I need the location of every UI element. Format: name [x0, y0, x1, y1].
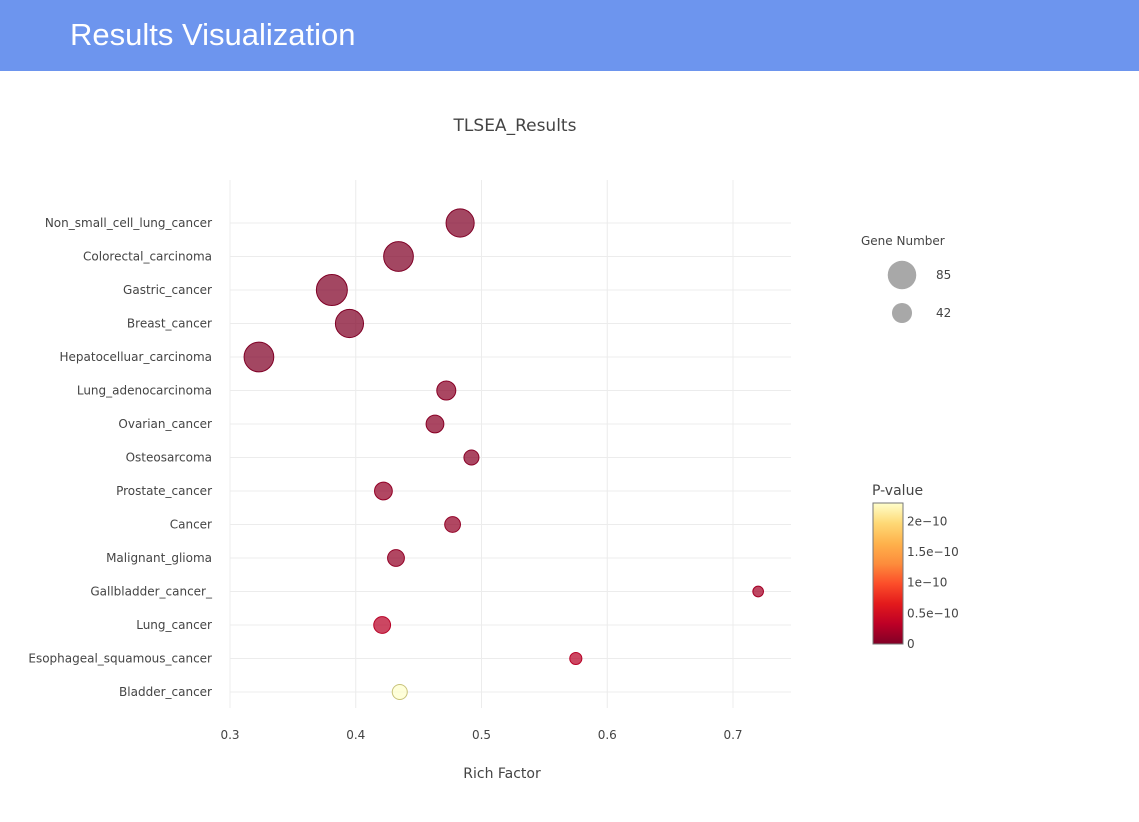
- y-tick-label: Malignant_glioma: [106, 551, 212, 565]
- data-point[interactable]: [569, 651, 583, 666]
- data-point[interactable]: [243, 341, 275, 373]
- y-tick-label: Cancer: [170, 518, 212, 532]
- data-point[interactable]: [436, 380, 457, 401]
- colorbar-tick-label: 1e−10: [907, 576, 947, 590]
- y-tick-label: Prostate_cancer: [116, 484, 212, 498]
- size-legend-title: Gene Number: [861, 234, 945, 248]
- grid: [229, 180, 791, 708]
- colorbar-tick-label: 0.5e−10: [907, 606, 959, 620]
- size-legend-marker: [891, 302, 913, 324]
- x-tick-label: 0.7: [723, 728, 742, 742]
- data-point[interactable]: [752, 585, 764, 598]
- x-tick-label: 0.6: [598, 728, 617, 742]
- colorbar-tick-label: 0: [907, 637, 915, 651]
- y-tick-label: Ovarian_cancer: [118, 417, 212, 431]
- x-tick-label: 0.5: [472, 728, 491, 742]
- size-legend: Gene Number 85 42: [861, 234, 951, 324]
- y-tick-label: Esophageal_squamous_cancer: [28, 652, 212, 666]
- data-point[interactable]: [383, 241, 414, 272]
- x-tick-label: 0.4: [346, 728, 365, 742]
- data-point[interactable]: [315, 274, 348, 306]
- size-legend-label: 42: [936, 306, 951, 320]
- size-legend-label: 85: [936, 268, 951, 282]
- x-tick-label: 0.3: [220, 728, 239, 742]
- data-point[interactable]: [445, 208, 475, 238]
- y-tick-label: Lung_cancer: [136, 618, 212, 632]
- page-header: Results Visualization: [0, 0, 1139, 71]
- y-tick-label: Colorectal_carcinoma: [83, 250, 212, 264]
- y-tick-label: Non_small_cell_lung_cancer: [45, 216, 212, 230]
- data-point[interactable]: [391, 683, 408, 701]
- y-tick-label: Gastric_cancer: [123, 283, 212, 297]
- colorbar-title: P-value: [872, 483, 923, 499]
- data-point[interactable]: [387, 549, 405, 567]
- y-tick-label: Osteosarcoma: [126, 451, 212, 465]
- y-tick-label: Hepatocelluar_carcinoma: [59, 350, 212, 364]
- y-tick-label: Breast_cancer: [127, 317, 212, 331]
- data-point[interactable]: [463, 449, 480, 466]
- data-point[interactable]: [444, 516, 461, 533]
- x-axis-title: Rich Factor: [463, 766, 541, 782]
- size-legend-marker: [887, 260, 917, 290]
- data-points: [243, 208, 764, 701]
- y-tick-label: Bladder_cancer: [119, 685, 212, 699]
- colorbar-tick-label: 2e−10: [907, 514, 947, 528]
- colorbar-gradient: [872, 502, 904, 645]
- data-point[interactable]: [373, 616, 392, 634]
- y-tick-labels: Non_small_cell_lung_cancer Colorectal_car…: [28, 216, 213, 699]
- data-point[interactable]: [425, 414, 445, 434]
- x-tick-labels: 0.3 0.4 0.5 0.6 0.7: [220, 728, 742, 742]
- data-point[interactable]: [374, 481, 393, 501]
- y-tick-label: Lung_adenocarcinoma: [77, 384, 212, 398]
- colorbar-tick-label: 1.5e−10: [907, 545, 959, 559]
- data-point[interactable]: [334, 308, 365, 339]
- colorbar: P-value 0 0.5e−10 1e−10 1.5e−10 2e−10: [872, 483, 959, 651]
- y-tick-label: Gallbladder_cancer_: [90, 585, 213, 599]
- page-title: Results Visualization: [70, 17, 356, 52]
- chart-title: TLSEA_Results: [453, 116, 577, 136]
